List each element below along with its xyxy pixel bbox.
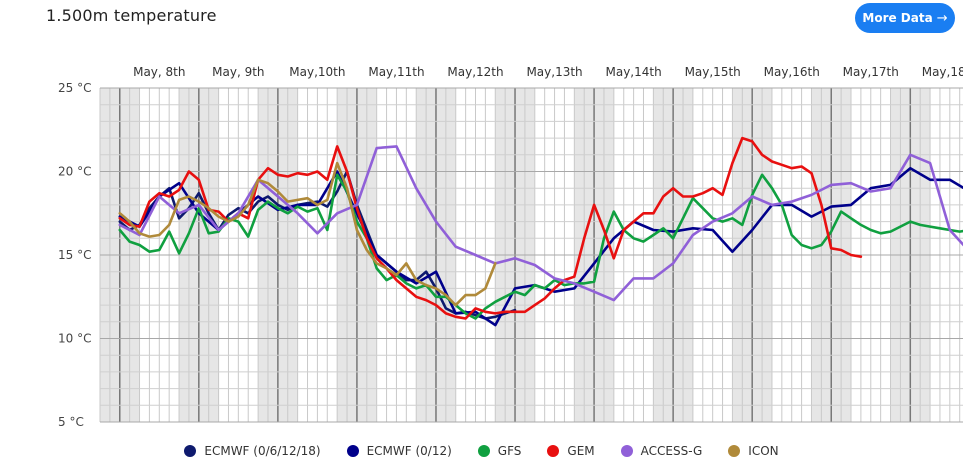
series-line (118, 136, 863, 320)
legend-item[interactable]: ICON (728, 441, 779, 461)
temperature-chart: May, 8th May, 9th May,10th May,11th May,12th… (58, 65, 963, 429)
day-label: May,11th (368, 65, 424, 79)
legend-item[interactable]: GEM (547, 441, 595, 461)
day-label: May,13th (526, 65, 582, 79)
day-label: May,18th (922, 65, 963, 79)
legend-item[interactable]: GFS (477, 441, 522, 461)
day-label: May, 8th (133, 65, 185, 79)
y-tick-label: 10 °C (58, 332, 91, 346)
legend-dot-icon (477, 445, 490, 457)
day-label: May,16th (764, 65, 820, 79)
y-tick-label: 25 °C (58, 81, 91, 95)
y-tick-labels: 25 °C 20 °C 15 °C 10 °C 5 °C (58, 81, 91, 429)
series-line (118, 145, 963, 302)
more-data-label: More Data (862, 11, 933, 25)
legend-dot-icon (184, 445, 197, 457)
legend-dot-icon (620, 445, 633, 457)
legend-label: ACCESS-G (640, 444, 703, 458)
legend-item[interactable]: ECMWF (0/6/12/18) (184, 441, 321, 461)
more-data-button[interactable]: More Data → (855, 3, 955, 33)
grid-lines (99, 87, 963, 423)
legend-label: ECMWF (0/12) (366, 444, 452, 458)
y-tick-label: 20 °C (58, 165, 91, 179)
legend-label: ECMWF (0/6/12/18) (204, 444, 321, 458)
legend-dot-icon (346, 445, 359, 457)
chart-title: 1.500m temperature (46, 6, 217, 25)
y-tick-label: 5 °C (58, 415, 84, 429)
legend-label: ICON (748, 444, 779, 458)
legend-item[interactable]: ECMWF (0/12) (346, 441, 452, 461)
legend-label: GEM (567, 444, 595, 458)
series-lines (118, 136, 963, 327)
legend-label: GFS (497, 444, 522, 458)
legend-dot-icon (547, 445, 560, 457)
day-labels: May, 8th May, 9th May,10th May,11th May,12th… (133, 65, 963, 79)
series-line (118, 161, 497, 307)
legend-item[interactable]: ACCESS-G (620, 441, 703, 461)
y-tick-label: 15 °C (58, 248, 91, 262)
day-label: May,17th (843, 65, 899, 79)
legend-dot-icon (728, 445, 741, 457)
day-label: May,15th (685, 65, 741, 79)
day-label: May, 9th (212, 65, 264, 79)
arrow-right-icon: → (936, 10, 948, 26)
day-label: May,12th (447, 65, 503, 79)
chart-legend: ECMWF (0/6/12/18) ECMWF (0/12) GFS GEM ACCES… (0, 441, 963, 461)
day-label: May,14th (606, 65, 662, 79)
day-label: May,10th (289, 65, 345, 79)
